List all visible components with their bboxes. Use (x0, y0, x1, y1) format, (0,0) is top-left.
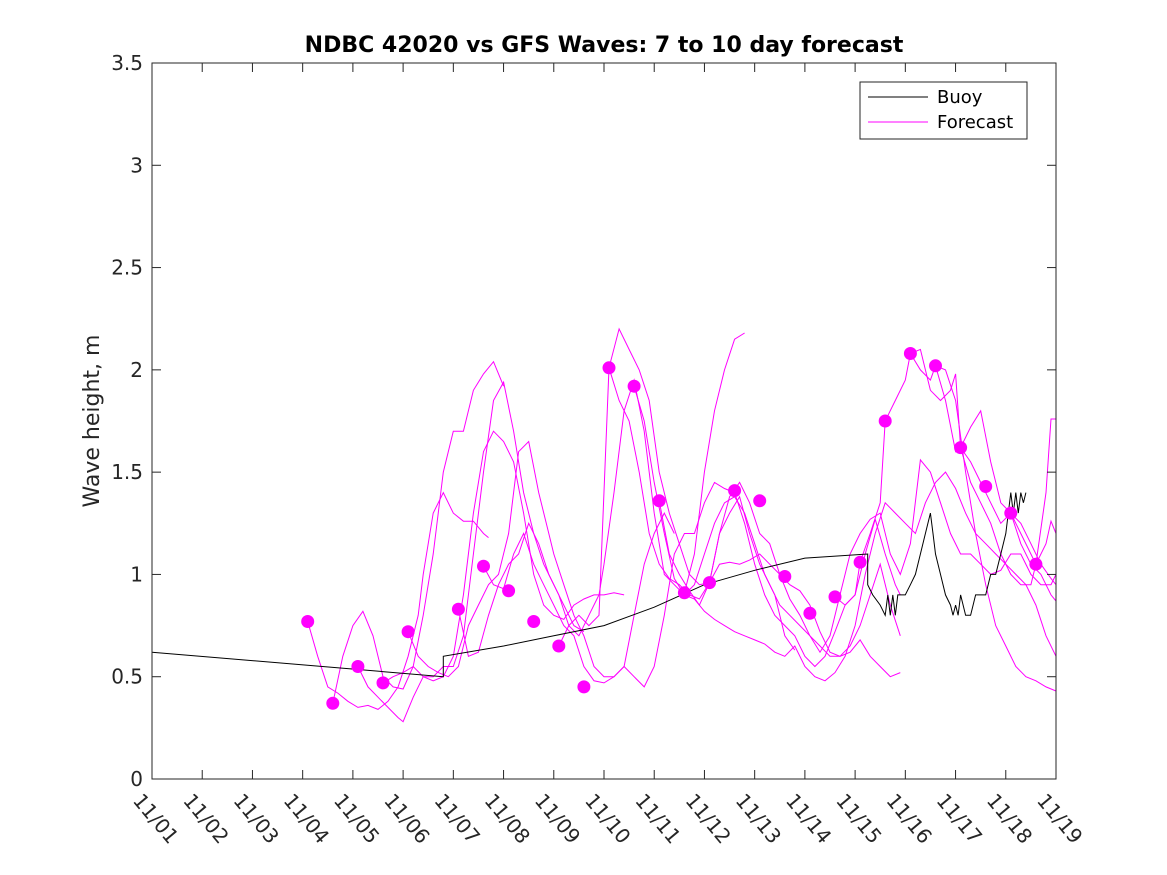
forecast-marker-15 (703, 576, 716, 590)
forecast-marker-7 (502, 584, 516, 598)
x-tick-label: 11/15 (831, 789, 886, 849)
x-tick-label: 11/09 (530, 789, 585, 849)
forecast-marker-17 (753, 494, 767, 508)
forecast-marker-21 (853, 555, 867, 569)
forecast-marker-22 (878, 414, 892, 428)
forecast-marker-10 (577, 680, 591, 694)
forecast-marker-6 (477, 559, 490, 573)
x-tick-label: 11/07 (430, 789, 485, 849)
forecast-line-13 (909, 353, 1057, 692)
y-tick-label: 3 (130, 153, 143, 177)
forecast-line-0 (307, 491, 489, 710)
buoy-line (151, 492, 1027, 678)
legend-box (859, 81, 1028, 140)
buoy-series-group (151, 492, 1027, 678)
forecast-marker-14 (677, 586, 691, 600)
x-tick-label: 11/01 (128, 789, 183, 849)
forecast-markers-group (301, 347, 1043, 710)
forecast-marker-9 (552, 639, 566, 653)
forecast-marker-4 (401, 625, 415, 639)
forecast-marker-8 (527, 615, 541, 628)
x-tick-label: 11/04 (279, 789, 334, 849)
x-tick-label: 11/10 (580, 789, 635, 849)
x-tick-label: 11/17 (932, 789, 987, 849)
forecast-marker-13 (652, 494, 666, 508)
forecast-series-group (307, 327, 1057, 723)
x-tick-label: 11/03 (229, 789, 284, 849)
forecast-line-12 (834, 348, 1057, 606)
forecast-marker-0 (301, 615, 315, 628)
forecast-marker-5 (451, 602, 465, 616)
forecast-marker-25 (954, 441, 968, 455)
forecast-marker-19 (803, 606, 817, 620)
forecast-marker-2 (351, 660, 365, 673)
y-tick-label: 1.5 (111, 460, 143, 484)
x-tick-label: 11/16 (882, 789, 937, 849)
y-tick-label: 3.5 (111, 51, 143, 75)
forecast-marker-26 (979, 480, 993, 493)
x-tick-label: 11/11 (630, 789, 685, 849)
legend: Buoy Forecast (859, 81, 1028, 140)
forecast-line-6 (483, 481, 901, 688)
forecast-marker-1 (326, 696, 340, 710)
y-axis-label: Wave height, m (80, 335, 105, 508)
forecast-marker-18 (778, 570, 792, 583)
x-tick-label: 11/08 (480, 789, 535, 849)
chart-title: NDBC 42020 vs GFS Waves: 7 to 10 day for… (305, 33, 904, 58)
y-tick-label: 2.5 (111, 256, 143, 280)
forecast-marker-3 (376, 676, 390, 690)
forecast-line-7 (558, 327, 901, 678)
forecast-marker-24 (929, 359, 942, 373)
plot-background (152, 63, 1056, 779)
x-tick-label: 11/18 (982, 789, 1037, 849)
forecast-marker-11 (602, 361, 616, 375)
forecast-line-9 (633, 386, 1057, 682)
forecast-marker-20 (828, 590, 842, 604)
x-tick-label: 11/05 (329, 789, 384, 849)
x-tick-label: 11/13 (731, 789, 786, 849)
forecast-marker-28 (1029, 557, 1043, 571)
legend-buoy-label: Buoy (937, 87, 983, 108)
forecast-marker-16 (728, 484, 742, 498)
forecast-marker-27 (1004, 506, 1018, 520)
y-tick-label: 0 (130, 767, 143, 791)
y-tick-label: 1 (130, 562, 143, 586)
x-tick-label: 11/12 (681, 789, 736, 849)
x-tick-label: 11/14 (781, 789, 836, 849)
forecast-marker-12 (627, 379, 641, 393)
forecast-line-4 (407, 440, 675, 678)
forecast-line-2 (357, 380, 585, 723)
y-axis: 0 0.5 1 1.5 2 2.5 3 3.5 (111, 51, 1056, 791)
y-tick-label: 0.5 (111, 665, 143, 689)
forecast-marker-23 (903, 347, 917, 360)
forecast-line-1 (332, 360, 505, 704)
plot-area (151, 62, 1057, 780)
forecast-line-11 (683, 332, 745, 593)
forecast-line-3 (382, 430, 625, 684)
x-tick-label: 11/19 (1032, 789, 1087, 849)
x-tick-label: 11/06 (379, 789, 434, 849)
x-tick-label: 11/02 (178, 789, 233, 849)
legend-forecast-label: Forecast (937, 112, 1013, 133)
y-tick-label: 2 (130, 358, 143, 382)
